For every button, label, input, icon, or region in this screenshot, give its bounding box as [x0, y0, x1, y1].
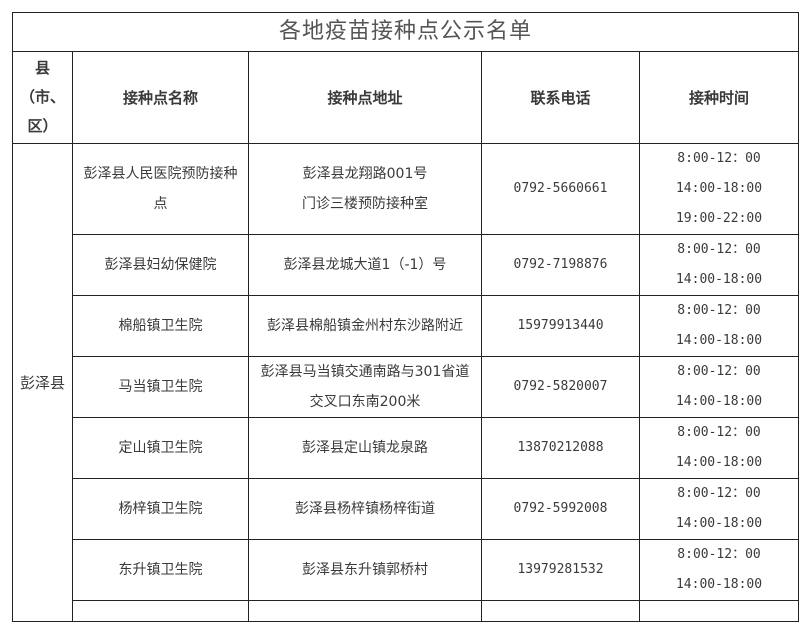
address-line: 彭泽县棉船镇金州村东沙路附近: [267, 318, 463, 334]
time-slot: 14:00-18:00: [675, 516, 763, 531]
header-county: 县 （市、 区）: [12, 51, 73, 144]
address-line: 彭泽县龙城大道1（-1）号: [283, 257, 447, 273]
table-row: 杨梓镇卫生院 彭泽县杨梓镇杨梓街道 0792-5992008 8:00-12：00 14…: [13, 478, 800, 540]
site-phone: 0792-5992008: [481, 478, 640, 540]
time-slot: 14:00-18:00: [675, 394, 763, 409]
vaccination-sites-table: 各地疫苗接种点公示名单 县 （市、 区） 接种点名称 接种点地址 联系电话 接种…: [11, 12, 800, 622]
header-county-line: 区）: [27, 117, 58, 135]
time-slot: 8:00-12：00: [677, 486, 761, 501]
header-county-line: （市、: [19, 88, 65, 106]
table-row: 彭泽县 彭泽县人民医院预防接种点 彭泽县龙翔路001号 门诊三楼预防接种室 0792-5…: [12, 143, 800, 622]
site-name: 东升镇卫生院: [72, 539, 249, 601]
header-county-line: 县: [34, 59, 50, 77]
table-row: 东升镇卫生院 彭泽县东升镇郭桥村 13979281532 8:00-12：00 14:0…: [13, 539, 800, 601]
site-address: 彭泽县龙翔路001号 门诊三楼预防接种室: [248, 143, 482, 235]
header-row: 县 （市、 区） 接种点名称 接种点地址 联系电话 接种时间: [12, 51, 800, 144]
time-slot: 8:00-12：00: [677, 547, 761, 562]
table-row: 棉船镇卫生院 彭泽县棉船镇金州村东沙路附近 15979913440 8:00-12：0…: [13, 295, 800, 357]
title-row: 各地疫苗接种点公示名单: [11, 12, 800, 52]
site-times: 8:00-12：00 14:00-18:00: [638, 417, 800, 479]
address-line: 彭泽县龙翔路001号: [302, 166, 428, 182]
site-times: 8:00-12：00 14:00-18:00: [638, 539, 800, 601]
site-address: 彭泽县龙城大道1（-1）号: [248, 234, 482, 296]
address-line: 交叉口东南200米: [309, 394, 421, 410]
time-slot: 14:00-18:00: [675, 577, 763, 592]
address-line: 彭泽县杨梓镇杨梓街道: [295, 501, 435, 517]
header-phone: 联系电话: [481, 51, 640, 144]
site-phone: 15979913440: [481, 295, 640, 357]
site-phone: 0792-7198876: [481, 234, 640, 296]
time-slot: 8:00-12：00: [677, 242, 761, 257]
site-name: 杨梓镇卫生院: [72, 478, 249, 540]
site-address: 彭泽县杨梓镇杨梓街道: [248, 478, 482, 540]
time-slot: 8:00-12：00: [677, 364, 761, 379]
time-slot: 14:00-18:00: [675, 455, 763, 470]
site-times: 8:00-12：00 14:00-18:00: [638, 295, 800, 357]
time-slot: 19:00-22:00: [675, 211, 763, 226]
table-row: 定山镇卫生院 彭泽县定山镇龙泉路 13870212088 8:00-12：00 14:0…: [13, 417, 800, 479]
table-title: 各地疫苗接种点公示名单: [11, 12, 800, 52]
site-name: 马当镇卫生院: [72, 356, 249, 418]
table-row: 彭泽县妇幼保健院 彭泽县龙城大道1（-1）号 0792-7198876 8:00-12…: [13, 234, 800, 296]
address-line: 门诊三楼预防接种室: [302, 196, 428, 212]
site-times: 8:00-12：00 14:00-18:00: [638, 356, 800, 418]
time-slot: 8:00-12：00: [677, 151, 761, 166]
time-slot: 8:00-12：00: [677, 425, 761, 440]
site-phone: 0792-5820007: [481, 356, 640, 418]
site-phone: 13870212088: [481, 417, 640, 479]
county-cell: 彭泽县: [12, 143, 73, 622]
address-line: 彭泽县东升镇郭桥村: [302, 562, 428, 578]
site-address: 彭泽县定山镇龙泉路: [248, 417, 482, 479]
site-address: 彭泽县东升镇郭桥村: [248, 539, 482, 601]
time-slot: 8:00-12：00: [677, 303, 761, 318]
table-row: 马当镇卫生院 彭泽县马当镇交通南路与301省道 交叉口东南200米 0792-5820…: [13, 356, 800, 418]
site-address: 彭泽县棉船镇金州村东沙路附近: [248, 295, 482, 357]
address-line: 彭泽县定山镇龙泉路: [302, 440, 428, 456]
time-slot: 14:00-18:00: [675, 333, 763, 348]
site-name: 彭泽县妇幼保健院: [72, 234, 249, 296]
time-slot: 14:00-18:00: [675, 272, 763, 287]
site-address: 彭泽县马当镇交通南路与301省道 交叉口东南200米: [248, 356, 482, 418]
site-phone: 0792-5660661: [481, 143, 640, 235]
site-times: 8:00-12：00 14:00-18:00: [638, 234, 800, 296]
header-address: 接种点地址: [248, 51, 482, 144]
site-name: 棉船镇卫生院: [72, 295, 249, 357]
address-line: 彭泽县马当镇交通南路与301省道: [260, 364, 470, 380]
site-name: 定山镇卫生院: [72, 417, 249, 479]
site-phone: 13979281532: [481, 539, 640, 601]
site-times: 8:00-12：00 14:00-18:00: [638, 478, 800, 540]
header-name: 接种点名称: [72, 51, 249, 144]
site-times: 8:00-12：00 14:00-18:00 19:00-22:00: [638, 143, 800, 235]
header-time: 接种时间: [638, 51, 800, 144]
time-slot: 14:00-18:00: [675, 181, 763, 196]
site-name: 彭泽县人民医院预防接种点: [72, 143, 249, 235]
